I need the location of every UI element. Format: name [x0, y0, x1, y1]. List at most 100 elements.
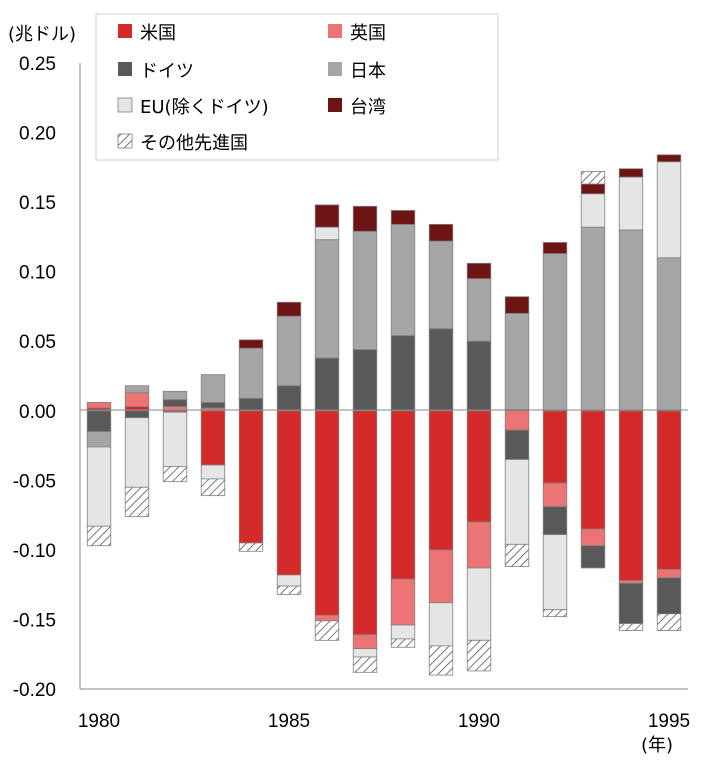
y-tick-label: -0.15 — [13, 610, 56, 631]
bar-segment-6-1987 — [352, 205, 378, 232]
legend-swatch-7 — [117, 133, 133, 149]
legend-label-6: 台湾 — [350, 97, 386, 118]
bar-segment-5-1992 — [542, 534, 568, 611]
bar-segment-2-1986 — [314, 614, 340, 622]
y-tick-label: 0.20 — [19, 124, 56, 145]
bar-segment-3-1994 — [618, 582, 644, 625]
y-tick-label: -0.05 — [13, 471, 56, 492]
bar-segment-5-1987 — [352, 648, 378, 658]
bar-segment-4-1991 — [504, 312, 530, 410]
bar-segment-4-1988 — [390, 223, 416, 337]
bar-segment-3-1981 — [124, 410, 150, 419]
bar-segment-5-1993 — [580, 193, 606, 228]
bar-segment-5-1990 — [466, 567, 492, 641]
bar-segment-5-1986 — [314, 226, 340, 241]
bar-segment-4-1982 — [162, 390, 188, 401]
bar-segment-1-1994 — [618, 410, 644, 581]
bar-segment-2-1990 — [466, 521, 492, 569]
bar-segment-1-1983 — [200, 410, 226, 466]
bar-segment-7-1994 — [618, 623, 644, 631]
bar-segment-6-1986 — [314, 204, 340, 228]
bar-segment-7-1990 — [466, 639, 492, 672]
bar-segment-7-1993 — [580, 171, 606, 185]
bar-segment-4-1995 — [656, 257, 682, 412]
y-axis-ticks: 0.25 0.20 0.15 0.10 0.05 0.00 -0.05 -0.10 -0.15 -… — [13, 54, 56, 701]
bar-segment-2-1992 — [542, 482, 568, 508]
bar-segment-2-1980 — [86, 402, 112, 409]
bar-segment-7-1988 — [390, 638, 416, 648]
bar-segment-6-1994 — [618, 168, 644, 178]
y-tick-label: 0.25 — [19, 54, 56, 75]
bar-segment-6-1992 — [542, 242, 568, 254]
bar-segment-5-1994 — [618, 176, 644, 231]
x-tick-label: 1990 — [458, 711, 500, 732]
legend-label-4: 日本 — [350, 61, 386, 82]
bar-segment-5-1985 — [276, 574, 302, 587]
bar-segment-5-1991 — [504, 459, 530, 545]
bar-segment-4-1993 — [580, 226, 606, 412]
bar-segment-7-1981 — [124, 486, 150, 517]
bar-segment-5-1980 — [86, 446, 112, 527]
bar-segment-1-1992 — [542, 410, 568, 484]
bar-segment-5-1989 — [428, 602, 454, 647]
x-tick-label: 1985 — [268, 711, 310, 732]
bar-segment-2-1981 — [124, 392, 150, 408]
legend-swatch-6 — [328, 98, 342, 112]
legend-label-3: ドイツ — [140, 61, 194, 82]
bar-segment-7-1982 — [162, 466, 188, 483]
bar-segment-7-1984 — [238, 542, 264, 552]
y-tick-label: -0.10 — [13, 541, 56, 562]
bar-segment-6-1995 — [656, 154, 682, 163]
bar-segment-4-1985 — [276, 315, 302, 387]
bar-segment-1-1993 — [580, 410, 606, 530]
bar-segment-6-1991 — [504, 296, 530, 314]
legend-swatch-3 — [118, 62, 132, 76]
bar-segment-2-1989 — [428, 549, 454, 604]
bars-group — [86, 154, 682, 676]
y-tick-label: 0.05 — [19, 332, 56, 353]
bar-segment-2-1988 — [390, 578, 416, 626]
legend-label-5: EU(除くドイツ) — [140, 97, 269, 118]
bar-segment-6-1985 — [276, 301, 302, 317]
bar-segment-7-1983 — [200, 478, 226, 497]
bar-segment-6-1988 — [390, 210, 416, 225]
bar-segment-6-1989 — [428, 223, 454, 242]
bar-segment-7-1991 — [504, 543, 530, 567]
legend-swatch-5 — [117, 97, 133, 113]
y-tick-label: 0.15 — [19, 193, 56, 214]
bar-segment-4-1994 — [618, 229, 644, 412]
bar-segment-1-1984 — [238, 410, 264, 544]
legend-swatch-1 — [118, 24, 132, 38]
bar-segment-4-1987 — [352, 230, 378, 350]
bar-segment-7-1986 — [314, 620, 340, 641]
bar-segment-1-1986 — [314, 410, 340, 616]
bar-segment-7-1987 — [352, 656, 378, 673]
bar-segment-3-1992 — [542, 506, 568, 535]
bar-segment-3-1982 — [162, 399, 188, 408]
bar-segment-2-1993 — [580, 528, 606, 547]
bar-segment-3-1989 — [428, 328, 454, 412]
bar-segment-3-1987 — [352, 349, 378, 412]
y-tick-label: -0.20 — [13, 680, 56, 701]
bar-segment-7-1980 — [86, 525, 112, 547]
bar-segment-1-1989 — [428, 410, 454, 551]
bar-segment-6-1984 — [238, 339, 264, 349]
bar-segment-4-1980 — [86, 431, 112, 448]
bar-segment-3-1986 — [314, 357, 340, 412]
bar-segment-1-1987 — [352, 410, 378, 636]
bar-segment-1-1988 — [390, 410, 416, 580]
bar-segment-5-1982 — [162, 411, 188, 467]
bar-segment-4-1986 — [314, 239, 340, 359]
bar-segment-3-1985 — [276, 385, 302, 412]
legend-label-2: 英国 — [350, 23, 386, 44]
bar-segment-4-1989 — [428, 240, 454, 330]
bar-segment-3-1984 — [238, 397, 264, 412]
bar-segment-7-1995 — [656, 613, 682, 631]
bar-segment-4-1992 — [542, 253, 568, 412]
bar-segment-3-1980 — [86, 410, 112, 433]
x-tick-label: 1995 — [648, 711, 690, 732]
x-tick-label: 1980 — [78, 711, 120, 732]
legend-swatch-4 — [328, 62, 342, 76]
bar-segment-6-1993 — [580, 183, 606, 195]
